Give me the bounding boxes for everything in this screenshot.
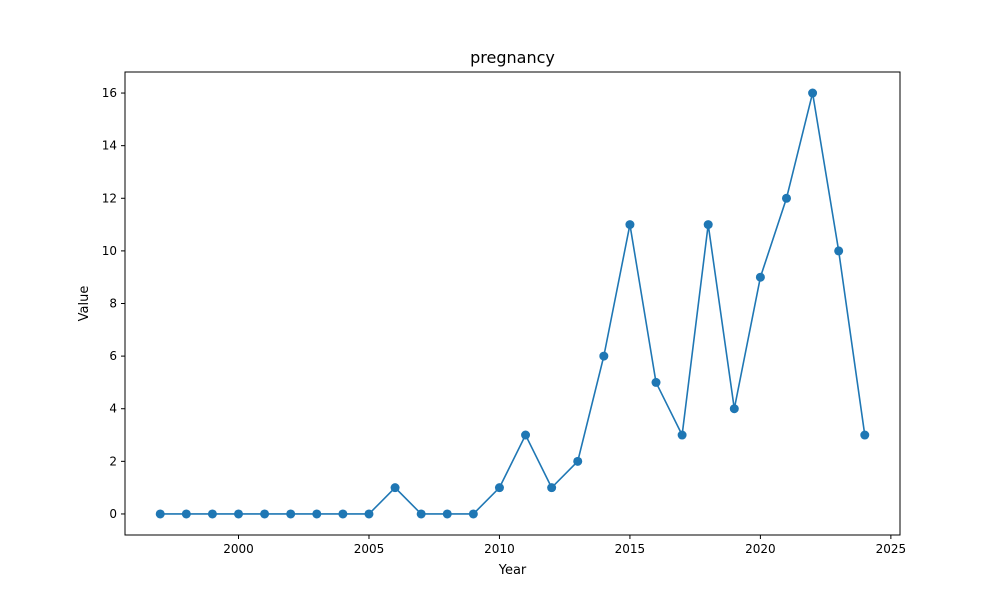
data-point bbox=[547, 483, 557, 493]
x-tick-label: 2020 bbox=[745, 542, 776, 556]
y-tick-label: 16 bbox=[102, 86, 117, 100]
y-tick-label: 2 bbox=[109, 454, 117, 468]
plot-frame bbox=[124, 71, 901, 536]
data-point bbox=[651, 377, 661, 387]
y-tick-label: 10 bbox=[102, 244, 117, 258]
series-layer bbox=[155, 88, 870, 519]
x-axis-label: Year bbox=[498, 563, 527, 578]
y-tick-label: 8 bbox=[109, 297, 117, 311]
data-point bbox=[755, 272, 765, 282]
ticks-layer: 2000 2005 2010 2015 2020 2025 0 2 4 6 8 10 12 14 16 bbox=[102, 86, 906, 556]
data-point bbox=[703, 220, 713, 230]
y-tick-label: 6 bbox=[109, 349, 117, 363]
data-point bbox=[155, 509, 165, 519]
data-point bbox=[338, 509, 348, 519]
y-tick-label: 12 bbox=[102, 191, 117, 205]
data-point bbox=[599, 351, 609, 361]
x-tick-label: 2015 bbox=[615, 542, 646, 556]
data-point bbox=[181, 509, 191, 519]
data-point bbox=[625, 220, 635, 230]
data-point bbox=[468, 509, 478, 519]
data-point bbox=[834, 246, 844, 256]
data-point bbox=[364, 509, 374, 519]
data-point bbox=[234, 509, 244, 519]
data-point bbox=[286, 509, 296, 519]
x-tick-label: 2010 bbox=[484, 542, 515, 556]
data-point bbox=[729, 404, 739, 414]
x-tick-label: 2005 bbox=[354, 542, 385, 556]
data-point bbox=[573, 456, 583, 466]
data-point bbox=[677, 430, 687, 440]
y-tick-label: 4 bbox=[109, 402, 117, 416]
data-point bbox=[312, 509, 322, 519]
chart-title: pregnancy bbox=[470, 48, 555, 67]
y-tick-label: 0 bbox=[109, 507, 117, 521]
y-tick-label: 14 bbox=[102, 139, 117, 153]
data-point bbox=[416, 509, 426, 519]
data-point bbox=[808, 88, 818, 98]
data-point bbox=[521, 430, 531, 440]
data-point bbox=[260, 509, 270, 519]
data-point bbox=[781, 193, 791, 203]
data-point bbox=[494, 483, 504, 493]
data-point bbox=[442, 509, 452, 519]
x-tick-label: 2025 bbox=[876, 542, 907, 556]
data-point bbox=[207, 509, 217, 519]
data-point bbox=[860, 430, 870, 440]
y-axis-label: Value bbox=[77, 286, 92, 322]
series-line bbox=[160, 92, 866, 515]
data-point bbox=[390, 483, 400, 493]
x-tick-label: 2000 bbox=[223, 542, 254, 556]
